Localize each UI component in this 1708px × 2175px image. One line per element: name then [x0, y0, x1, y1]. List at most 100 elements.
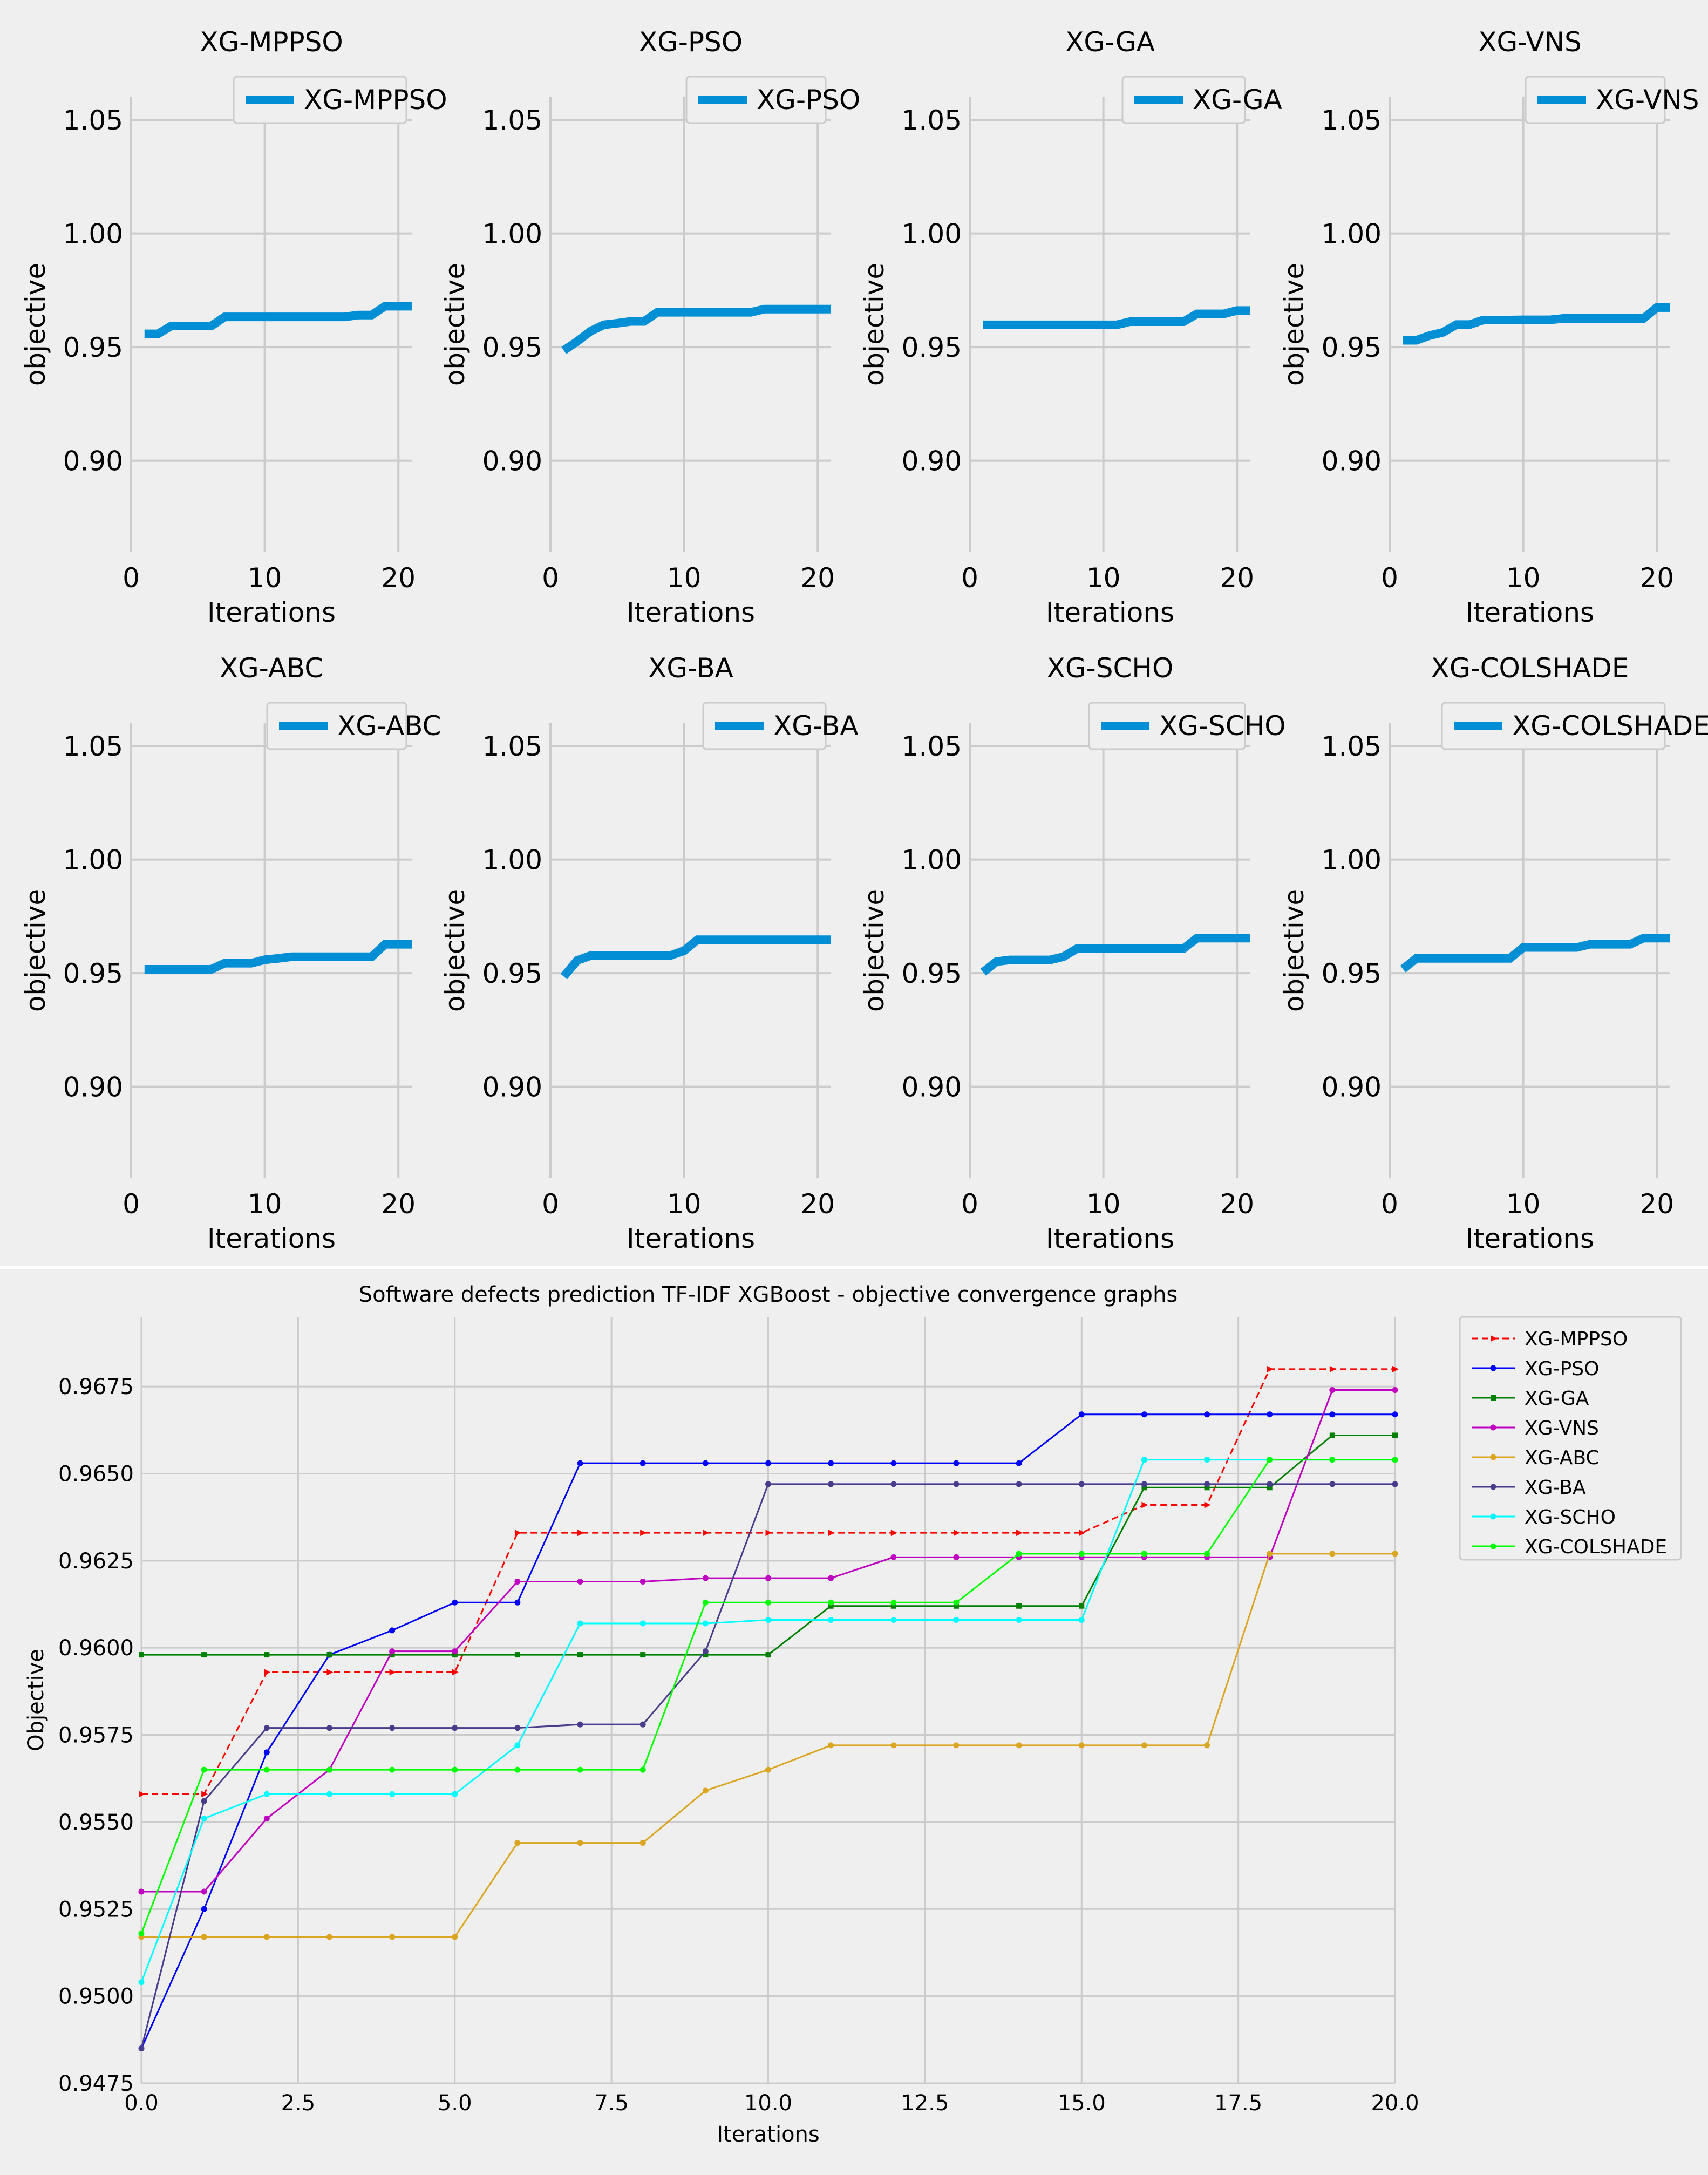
data-point: [577, 1652, 583, 1658]
data-point: [1016, 1481, 1022, 1487]
y-tick-label: 0.95: [482, 332, 542, 363]
data-point: [1016, 1530, 1023, 1537]
data-point: [639, 1840, 646, 1846]
data-point: [1079, 1530, 1086, 1537]
x-tick-label: 0: [123, 1188, 140, 1220]
x-axis-label: Iterations: [207, 597, 336, 628]
x-tick-label: 20: [1639, 562, 1674, 594]
legend-label: XG-VNS: [1525, 1417, 1599, 1439]
data-point: [201, 1798, 207, 1804]
data-point: [1490, 1424, 1496, 1431]
data-point: [828, 1460, 834, 1466]
series-line: [144, 940, 412, 974]
y-tick-label: 1.00: [1322, 219, 1382, 250]
y-tick-label: 0.90: [1322, 1072, 1382, 1103]
legend-label: XG-ABC: [337, 710, 441, 742]
data-point: [1329, 1551, 1336, 1557]
series-line: [144, 302, 412, 338]
data-point: [765, 1617, 771, 1623]
data-point: [326, 1766, 332, 1773]
data-point: [1392, 1432, 1398, 1438]
data-point: [640, 1652, 646, 1658]
data-point: [1490, 1484, 1496, 1490]
data-point: [1490, 1543, 1496, 1549]
data-point: [1392, 1411, 1398, 1418]
x-axis-label: Iterations: [1466, 1223, 1594, 1254]
data-point: [452, 1669, 459, 1676]
x-tick-label: 20: [1220, 562, 1254, 594]
y-tick-label: 1.05: [1322, 105, 1382, 136]
series-line: [561, 304, 831, 355]
data-point: [1204, 1485, 1210, 1491]
y-tick-label: 1.05: [1322, 731, 1382, 762]
data-point: [639, 1460, 646, 1466]
data-point: [452, 1766, 458, 1773]
data-point: [263, 1766, 270, 1773]
data-point: [1267, 1485, 1273, 1491]
x-tick-label: 12.5: [901, 2091, 949, 2116]
data-point: [703, 1530, 710, 1537]
x-tick-label: 17.5: [1214, 2091, 1262, 2116]
data-point: [765, 1530, 772, 1537]
series-line: [983, 306, 1250, 329]
data-point: [703, 1652, 709, 1658]
data-point: [1016, 1603, 1022, 1609]
data-point: [890, 1460, 897, 1466]
data-point: [201, 1766, 207, 1773]
data-point: [828, 1742, 834, 1749]
data-point: [514, 1766, 521, 1773]
convergence-chart: 0.0 2.5 5.0 7.5 10.0 12.5 15.0 17.5 20.0 0.9475 0.…: [24, 1282, 1682, 2147]
x-tick-label: 15.0: [1058, 2091, 1106, 2116]
data-point: [953, 1742, 960, 1749]
data-point: [263, 1791, 270, 1797]
y-tick-label: 1.05: [63, 105, 123, 136]
data-point: [1079, 1603, 1085, 1609]
legend-label: XG-MPPSO: [1525, 1328, 1628, 1350]
data-point: [1016, 1460, 1022, 1466]
y-tick-label: 0.95: [482, 958, 542, 989]
subplot-xg-vns: 0 10 20 0.90 0.95 1.00 1.05 XG-VNS Iterations obj…: [1278, 26, 1699, 628]
y-axis-label: objective: [1278, 889, 1310, 1012]
data-point: [953, 1530, 960, 1537]
data-point: [514, 1840, 521, 1846]
x-tick-label: 0.0: [124, 2091, 159, 2116]
legend-box: [702, 702, 827, 750]
x-tick-label: 5.0: [438, 2091, 472, 2116]
legend-box: [233, 76, 407, 124]
subplot-title: XG-COLSHADE: [1431, 652, 1629, 684]
y-tick-label: 0.9575: [58, 1723, 134, 1748]
y-tick-label: 1.00: [63, 219, 123, 250]
data-point: [1141, 1411, 1147, 1418]
y-tick-label: 1.00: [482, 845, 542, 876]
legend-box: [1441, 702, 1666, 750]
top-panel-background: [0, 0, 1708, 1266]
data-point: [577, 1620, 583, 1627]
data-point: [828, 1603, 834, 1609]
data-point: [201, 1934, 207, 1940]
data-point: [890, 1617, 897, 1623]
x-tick-label: 7.5: [594, 2091, 629, 2116]
data-point: [1204, 1457, 1210, 1463]
subplot-title: XG-VNS: [1478, 26, 1581, 58]
data-point: [1392, 1365, 1399, 1372]
data-point: [1490, 1513, 1496, 1520]
data-point: [1392, 1457, 1398, 1463]
data-point: [389, 1669, 396, 1676]
data-point: [1078, 1481, 1085, 1487]
data-point: [1204, 1742, 1210, 1749]
data-point: [577, 1579, 583, 1585]
y-tick-label: 0.90: [1322, 446, 1382, 477]
data-point: [890, 1599, 897, 1606]
data-point: [1392, 1387, 1398, 1394]
y-tick-label: 0.95: [902, 958, 962, 989]
data-point: [1078, 1411, 1085, 1418]
legend-box: [1525, 76, 1666, 124]
y-tick-label: 0.9475: [58, 2071, 134, 2096]
y-axis-label: objective: [439, 263, 471, 386]
data-point: [765, 1575, 771, 1581]
data-point: [514, 1742, 521, 1749]
data-point: [702, 1648, 709, 1655]
data-point: [263, 1815, 270, 1821]
y-tick-label: 1.05: [902, 105, 962, 136]
subplot-xg-pso: 0 10 20 0.90 0.95 1.00 1.05 XG-PSO Iterations obj…: [439, 26, 860, 628]
